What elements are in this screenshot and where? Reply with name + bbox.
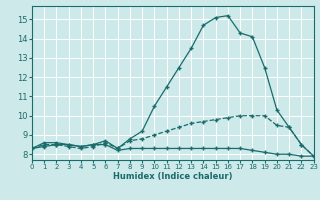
X-axis label: Humidex (Indice chaleur): Humidex (Indice chaleur) bbox=[113, 172, 233, 181]
